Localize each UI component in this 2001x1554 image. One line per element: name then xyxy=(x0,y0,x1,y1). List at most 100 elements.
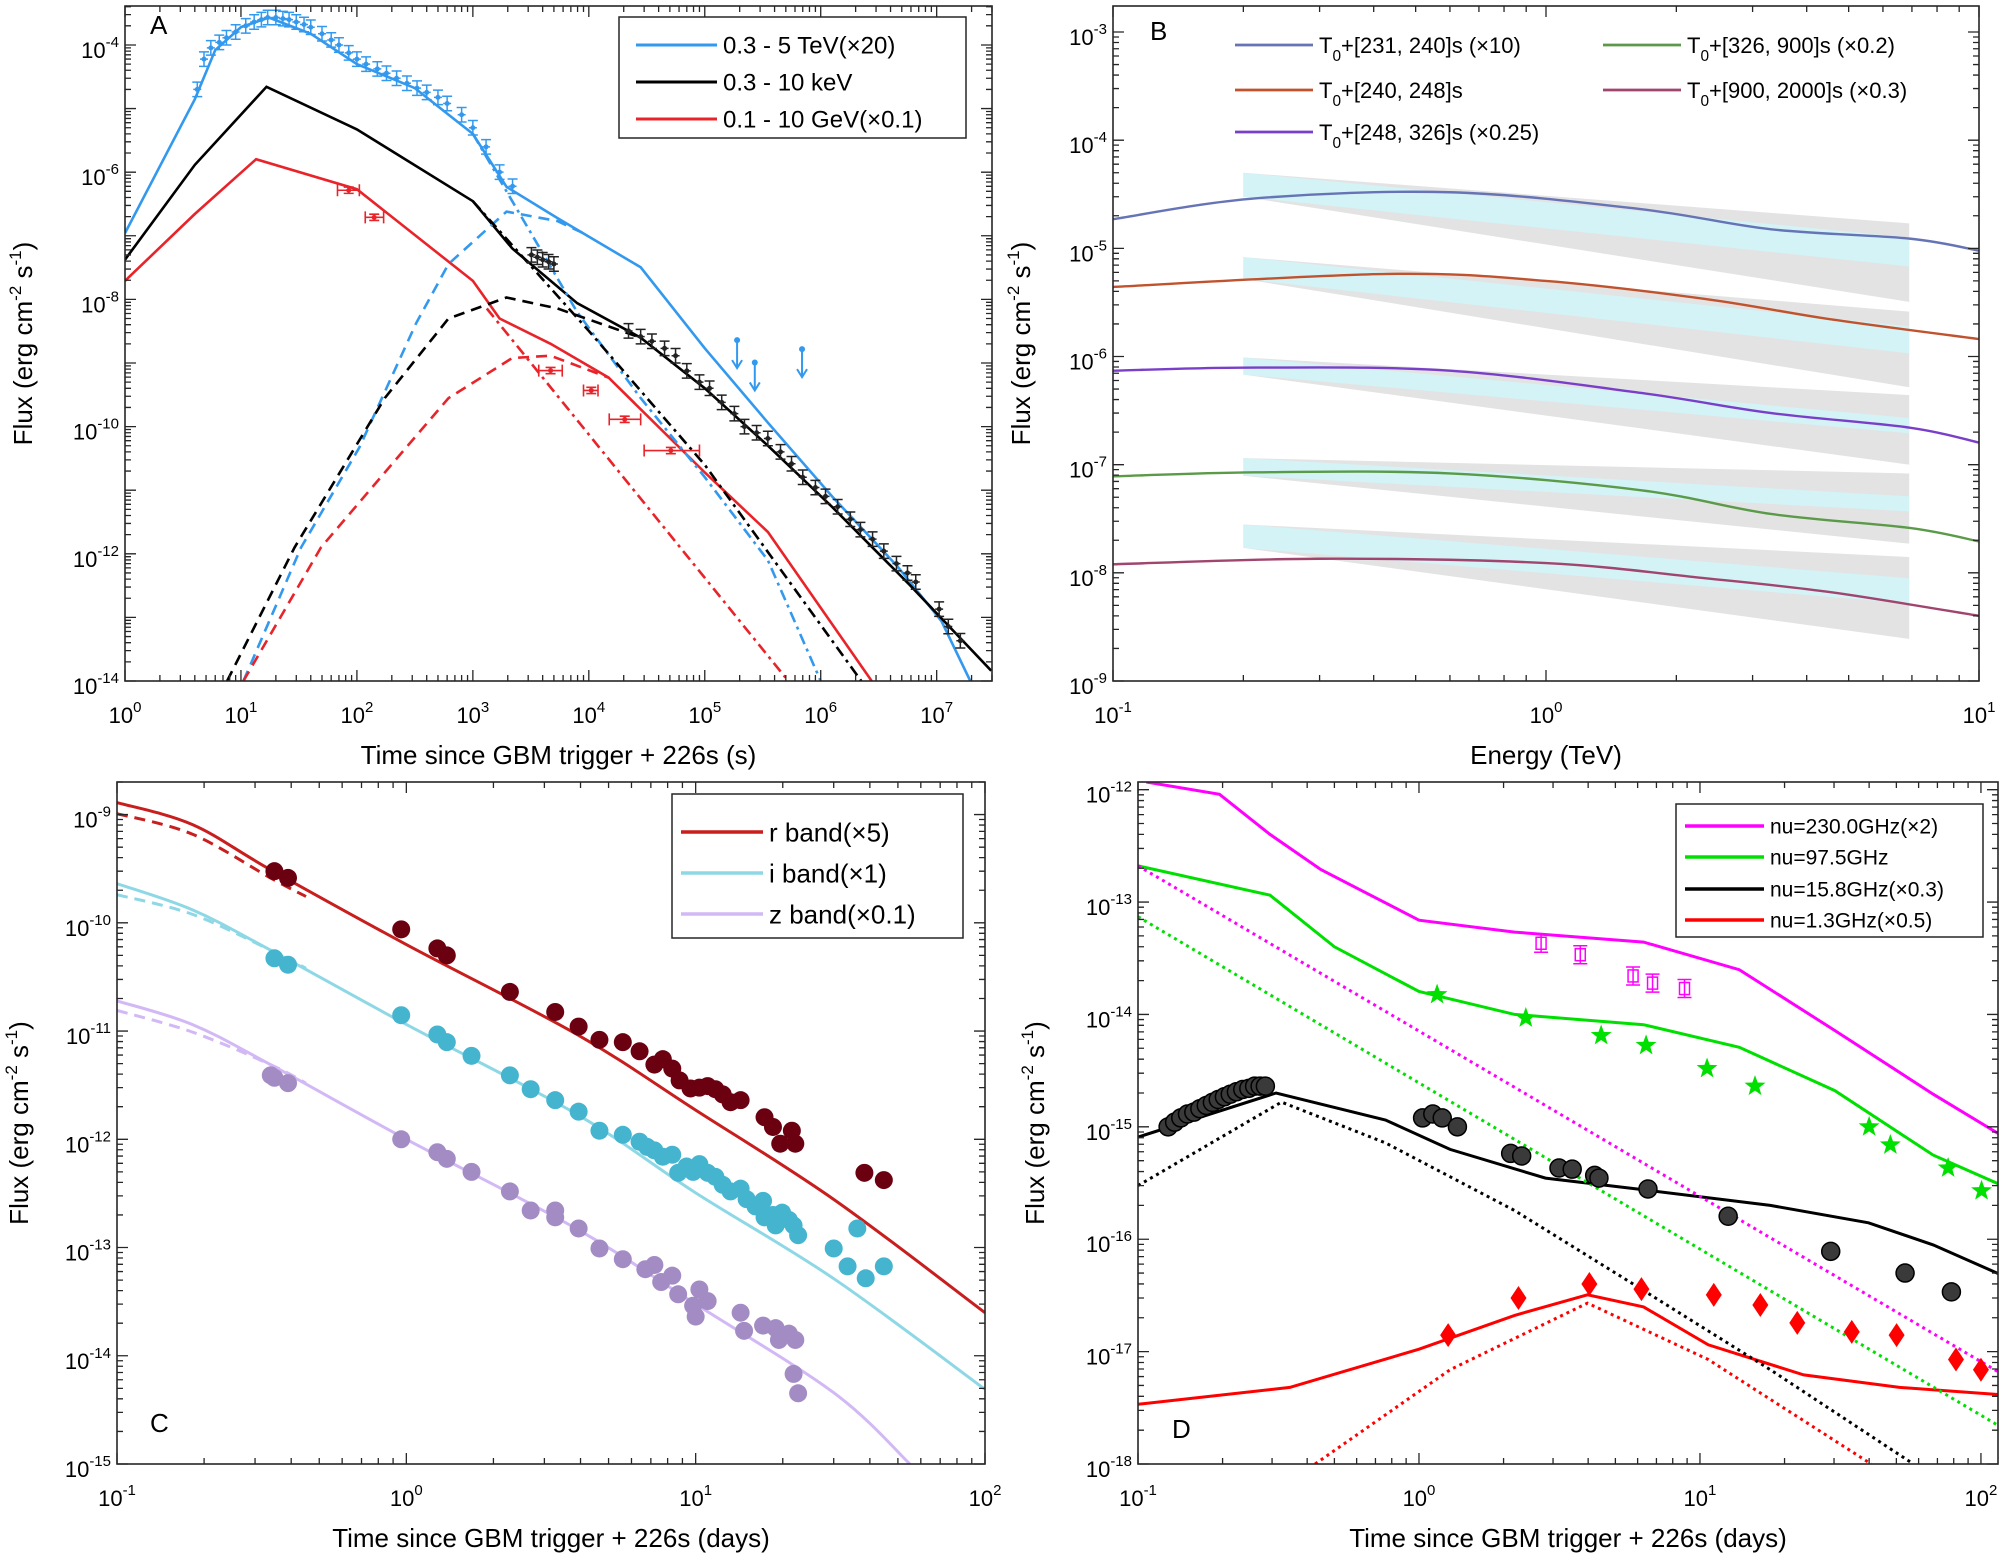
tick-base: 10 xyxy=(1069,241,1093,266)
data-point xyxy=(521,1201,540,1220)
tick-exponent: -6 xyxy=(1094,346,1107,363)
data-point xyxy=(845,511,856,528)
data-point xyxy=(532,249,543,266)
data-point xyxy=(1581,1271,1598,1296)
legend-entry: z band(×0.1) xyxy=(681,899,916,929)
x-tick-label: 103 xyxy=(456,699,489,728)
data-point xyxy=(569,1102,588,1121)
data-point xyxy=(299,16,310,33)
data-point xyxy=(500,1182,519,1201)
data-point xyxy=(731,1091,750,1110)
tick-exponent: -10 xyxy=(97,416,119,433)
data-point xyxy=(762,430,773,447)
data-point xyxy=(230,23,241,40)
data-point xyxy=(659,340,670,357)
tick-exponent: -8 xyxy=(106,288,119,305)
tick-exponent: -1 xyxy=(1144,1482,1157,1499)
data-point xyxy=(786,1134,805,1153)
tick-exponent: -4 xyxy=(1094,129,1107,146)
tick-base: 10 xyxy=(73,808,97,833)
tick-exponent: -15 xyxy=(1110,1116,1132,1133)
x-tick-label: 100 xyxy=(390,1482,423,1511)
data-point xyxy=(546,1091,565,1110)
data-point xyxy=(856,1269,875,1288)
data-point xyxy=(437,1033,456,1052)
tick-exponent: -5 xyxy=(1094,237,1107,254)
tick-exponent: -14 xyxy=(97,670,119,687)
tick-exponent: -15 xyxy=(89,1453,111,1470)
curve-a-2-solid xyxy=(125,85,992,672)
data-point xyxy=(1534,933,1549,953)
data-point xyxy=(608,413,642,426)
data-point xyxy=(381,65,392,82)
tick-exponent: 0 xyxy=(1554,699,1562,716)
legend-label: T0+[231, 240]s (×10) xyxy=(1319,33,1521,65)
legend-entry: T0+[231, 240]s (×10) xyxy=(1235,33,1521,65)
tick-base: 10 xyxy=(1086,895,1110,920)
data-point xyxy=(361,56,372,73)
x-tick-label: 107 xyxy=(920,699,953,728)
data-point xyxy=(786,1330,805,1349)
y-axis-label-part: s xyxy=(8,265,38,285)
y-axis-label-part: ) xyxy=(1020,1021,1050,1030)
data-point xyxy=(392,920,411,939)
panel-letter: A xyxy=(150,10,168,40)
data-point xyxy=(1626,966,1641,986)
upper-limit-arrow xyxy=(748,359,761,393)
tick-marks-b xyxy=(1112,6,1980,682)
tick-exponent: -1 xyxy=(1119,699,1132,716)
data-point xyxy=(1432,1108,1452,1128)
legend-label-part: 0.1 - 10 GeV(×0.1) xyxy=(723,107,922,134)
data-point xyxy=(694,374,705,391)
panel-a: 100 101 102 103 104 105 106 10710-1410-1210-101… xyxy=(6,5,993,770)
data-point xyxy=(1820,1241,1841,1262)
data-point xyxy=(1888,1323,1905,1348)
curve-d-1-solid xyxy=(1146,782,1998,1136)
x-tick-label: 100 xyxy=(1403,1482,1436,1511)
legend-label-part: +[231, 240]s (×10) xyxy=(1341,33,1521,58)
tick-exponent: 2 xyxy=(993,1482,1001,1499)
tick-exponent: -16 xyxy=(1110,1228,1132,1245)
panel-b: 10-1 100 10110-910-810-710-610-510-410-3En… xyxy=(1004,5,1995,770)
tick-exponent: -9 xyxy=(1094,670,1107,687)
data-point xyxy=(265,949,284,968)
legend-label-part: r band(×5) xyxy=(769,817,890,847)
legend-label-part: z band(×0.1) xyxy=(769,899,916,929)
legend-label: 0.3 - 10 keV xyxy=(723,70,852,97)
data-point xyxy=(643,444,701,457)
tick-exponent: 0 xyxy=(1427,1482,1435,1499)
data-point xyxy=(754,1191,773,1210)
y-axis-label-part: -1 xyxy=(1004,250,1023,265)
data-point xyxy=(1677,978,1692,999)
x-axis-label: Time since GBM trigger + 226s (days) xyxy=(332,1523,770,1553)
y-axis-label-part: Flux (erg cm xyxy=(1020,1080,1050,1224)
tick-exponent: -3 xyxy=(1094,21,1107,38)
tick-base: 10 xyxy=(65,1241,89,1266)
tick-base: 10 xyxy=(390,1486,414,1511)
data-point xyxy=(613,1033,632,1052)
legend-entry: T0+[240, 248]s xyxy=(1235,78,1463,110)
curve-b-1-solid xyxy=(1113,190,1979,252)
data-point xyxy=(902,564,913,581)
data-point xyxy=(392,1006,411,1025)
data-point xyxy=(1635,1034,1657,1055)
data-point xyxy=(735,1321,754,1340)
tick-exponent: 4 xyxy=(597,699,605,716)
y-axis-label-part: -1 xyxy=(6,250,25,265)
curve-a-9-dashdot xyxy=(485,307,790,681)
data-point xyxy=(646,333,657,350)
legend-label: 0.3 - 5 TeV(×20) xyxy=(723,33,895,60)
data-point xyxy=(1255,1076,1276,1096)
legend-label: nu=15.8GHz(×0.3) xyxy=(1770,879,1944,902)
data-point xyxy=(878,543,889,560)
data-point xyxy=(824,1239,843,1258)
y-tick-label: 10-10 xyxy=(65,912,111,941)
x-tick-label: 101 xyxy=(1684,1482,1717,1511)
tick-exponent: -7 xyxy=(1094,454,1107,471)
tick-base: 10 xyxy=(804,703,828,728)
legend-b: T0+[231, 240]s (×10)T0+[240, 248]sT0+[24… xyxy=(1235,33,1907,152)
tick-exponent: -11 xyxy=(90,1020,111,1037)
data-point xyxy=(437,1149,456,1168)
legend-label-part: +[248, 326]s (×0.25) xyxy=(1341,120,1539,145)
data-point xyxy=(291,13,302,30)
